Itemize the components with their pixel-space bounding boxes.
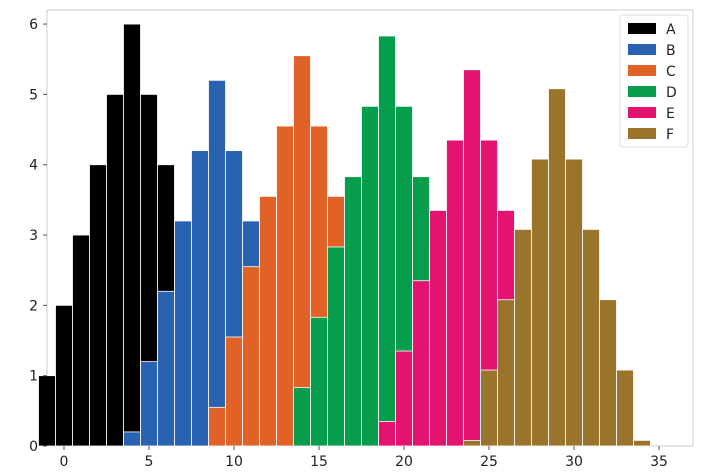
bar-a-3 <box>106 93 124 447</box>
bar-f-29 <box>548 88 566 447</box>
y-tick-label: 0 <box>29 439 38 455</box>
bar-d-18 <box>361 105 379 447</box>
bar-e-22 <box>429 210 447 447</box>
bar-d-15 <box>310 316 328 447</box>
legend-swatch-d <box>628 86 656 97</box>
legend-label-f: F <box>666 127 674 143</box>
x-tick-label: 15 <box>310 454 328 470</box>
bar-f-25 <box>480 369 498 447</box>
y-tick-label: 4 <box>29 158 38 174</box>
bar-c-10 <box>225 336 243 447</box>
bar-a-2 <box>89 164 107 447</box>
x-tick-label: 35 <box>650 454 668 470</box>
bar-b-7 <box>174 220 192 447</box>
bar-e-24 <box>463 69 481 447</box>
bar-f-34 <box>633 439 651 447</box>
legend-swatch-c <box>628 65 656 76</box>
bar-b-8 <box>191 150 209 447</box>
bar-f-27 <box>514 229 532 447</box>
bar-d-16 <box>327 246 345 447</box>
bar-e-21 <box>412 280 430 447</box>
y-tick-label: 3 <box>29 228 38 244</box>
legend-label-b: B <box>666 43 676 59</box>
legend-swatch-a <box>628 23 656 34</box>
x-tick-label: 5 <box>145 454 154 470</box>
x-tick-label: 30 <box>565 454 583 470</box>
x-tick-label: 25 <box>480 454 498 470</box>
bar-a-1 <box>72 234 90 447</box>
x-axis: 0 5 10 15 20 25 30 35 <box>60 446 668 470</box>
legend-frame <box>619 14 689 148</box>
legend-swatch-e <box>628 107 656 118</box>
bar-a-4 <box>123 23 141 447</box>
bar-f-31 <box>582 229 600 447</box>
legend-label-d: D <box>666 85 677 101</box>
y-tick-label: 6 <box>29 17 38 33</box>
bars-layer <box>38 23 651 447</box>
bar-c-13 <box>276 125 294 447</box>
bar-e-19 <box>378 420 396 447</box>
bar-b-5 <box>140 361 158 447</box>
bar-d-14 <box>293 387 311 447</box>
legend-label-e: E <box>666 106 675 122</box>
legend-label-c: C <box>666 64 676 80</box>
bar-e-20 <box>395 350 413 447</box>
bar-f-33 <box>616 369 634 447</box>
bar-f-28 <box>531 158 549 447</box>
bar-b-9 <box>208 79 226 447</box>
bar-b-4 <box>123 431 141 447</box>
bar-f-32 <box>599 299 617 447</box>
bar-f-30 <box>565 158 583 447</box>
x-tick-label: 0 <box>60 454 69 470</box>
bar-c-12 <box>259 195 277 447</box>
bar-f-26 <box>497 299 515 447</box>
y-tick-label: 5 <box>29 87 38 103</box>
bar-c-9 <box>208 406 226 447</box>
bar-e-23 <box>446 139 464 447</box>
legend-label-a: A <box>666 22 676 38</box>
bar-f-24 <box>463 439 481 447</box>
y-axis: 0 1 2 3 4 5 6 <box>29 17 47 455</box>
bar-d-17 <box>344 176 362 447</box>
bar-b-6 <box>157 290 175 447</box>
x-tick-label: 10 <box>225 454 243 470</box>
x-tick-label: 20 <box>395 454 413 470</box>
legend-swatch-f <box>628 128 656 139</box>
series-f <box>463 88 651 447</box>
y-tick-label: 2 <box>29 298 38 314</box>
bar-c-11 <box>242 266 260 447</box>
y-tick-label: 1 <box>29 369 38 385</box>
bar-a-0 <box>55 304 73 447</box>
legend-swatch-b <box>628 44 656 55</box>
bar-d-19 <box>378 35 396 447</box>
bar-a--1 <box>38 375 56 447</box>
